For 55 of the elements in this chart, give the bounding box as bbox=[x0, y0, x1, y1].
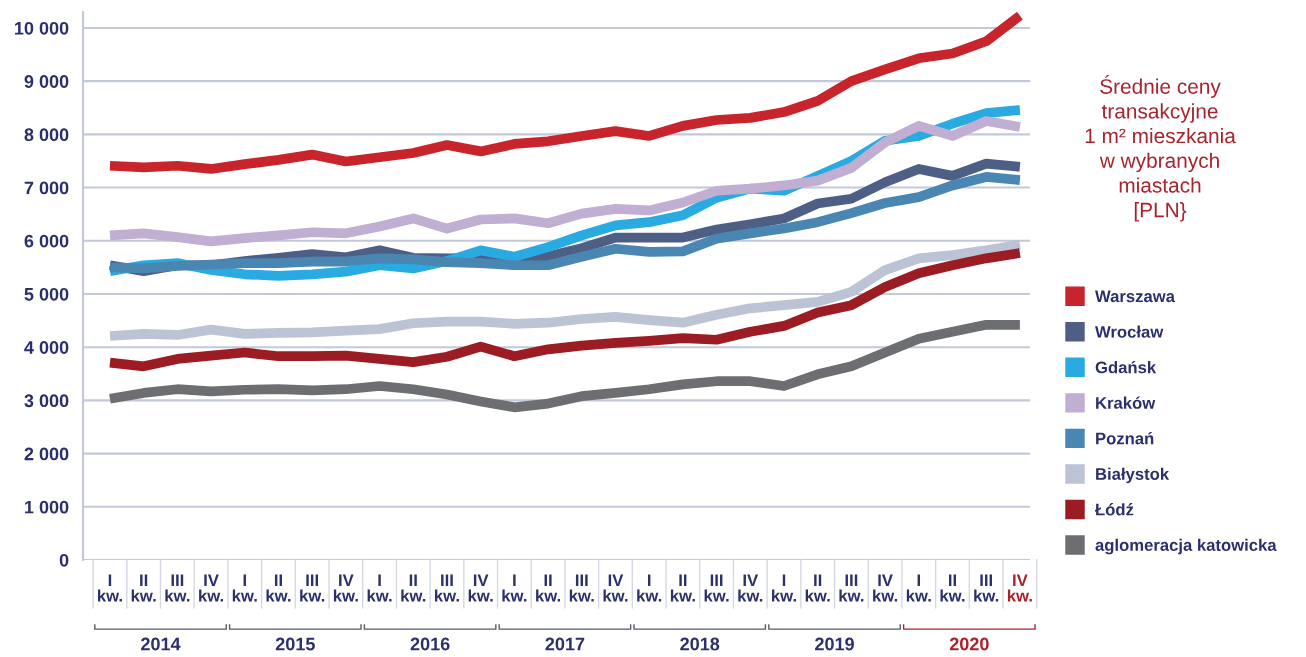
x-tick-label: III kw. bbox=[704, 574, 729, 602]
legend-label: aglomeracja katowicka bbox=[1095, 538, 1277, 555]
y-tick-label: 8 000 bbox=[24, 128, 69, 142]
x-tick-label: IV kw. bbox=[603, 574, 628, 602]
x-tick-label: II kw. bbox=[536, 574, 561, 602]
x-tick-label: II kw. bbox=[266, 574, 291, 602]
x-tick-label: I kw. bbox=[232, 574, 257, 602]
x-tick-label: IV kw. bbox=[468, 574, 493, 602]
x-tick-label: II kw. bbox=[131, 574, 156, 602]
x-tick-label: I kw. bbox=[98, 574, 122, 602]
x-tick-label: I kw. bbox=[637, 574, 662, 602]
x-tick-label: II kw. bbox=[805, 574, 830, 602]
x-tick-label: II kw. bbox=[670, 574, 695, 602]
x-tick-label: III kw. bbox=[974, 574, 999, 602]
legend-label: Gdańsk bbox=[1095, 360, 1157, 374]
x-tick-label: I kw. bbox=[772, 574, 796, 602]
y-tick-label: 6 000 bbox=[24, 234, 69, 248]
y-tick-label: 0 bbox=[59, 553, 69, 567]
x-tick-label: III kw. bbox=[435, 574, 459, 602]
x-tick-label: II kw. bbox=[940, 574, 965, 602]
x-tick-label: III kw. bbox=[300, 574, 325, 602]
x-tick-label: IV kw. bbox=[873, 574, 898, 602]
x-tick-label: I kw. bbox=[502, 574, 527, 602]
x-tick-label: IV kw. bbox=[738, 574, 763, 602]
text: 2020 bbox=[949, 637, 989, 651]
y-tick-label: 7 000 bbox=[24, 181, 69, 195]
text: Średnie ceny transakcyjne 1 m² mieszkania w wybranych miastach [PLN} bbox=[1085, 75, 1236, 222]
legend-label: Kraków bbox=[1096, 396, 1156, 409]
text: 2016 bbox=[410, 637, 450, 651]
x-tick-label: II kw. bbox=[401, 574, 426, 602]
x-tick-label: I kw. bbox=[367, 574, 392, 602]
y-tick-label: 2 000 bbox=[24, 447, 69, 461]
legend-label: Białystok bbox=[1096, 467, 1170, 484]
x-tick-label: IV kw. bbox=[333, 574, 358, 602]
y-tick-label: 3 000 bbox=[24, 394, 69, 408]
y-tick-label: 10 000 bbox=[15, 21, 69, 35]
legend-label: Łódź bbox=[1095, 503, 1134, 516]
x-tick-label: III kw. bbox=[839, 574, 864, 602]
text: 2015 bbox=[275, 637, 315, 651]
text: 2018 bbox=[680, 637, 720, 651]
x-tick-label: IV kw. bbox=[1007, 574, 1032, 602]
x-tick-label: III kw. bbox=[569, 574, 594, 602]
legend-label: Poznań bbox=[1096, 432, 1154, 445]
x-tick-label: I kw. bbox=[906, 574, 931, 602]
y-tick-label: 1 000 bbox=[25, 500, 69, 514]
text: 2019 bbox=[815, 637, 854, 651]
x-tick-label: III kw. bbox=[165, 574, 190, 602]
x-tick-label: IV kw. bbox=[199, 574, 224, 602]
y-tick-label: 4 000 bbox=[24, 341, 69, 354]
text: 2014 bbox=[141, 637, 181, 651]
y-tick-label: 9 000 bbox=[24, 75, 69, 88]
legend-label: Wrocław bbox=[1095, 325, 1164, 338]
y-tick-label: 5 000 bbox=[24, 287, 69, 301]
legend-label: Warszawa bbox=[1095, 290, 1176, 303]
text: 2017 bbox=[545, 637, 585, 651]
